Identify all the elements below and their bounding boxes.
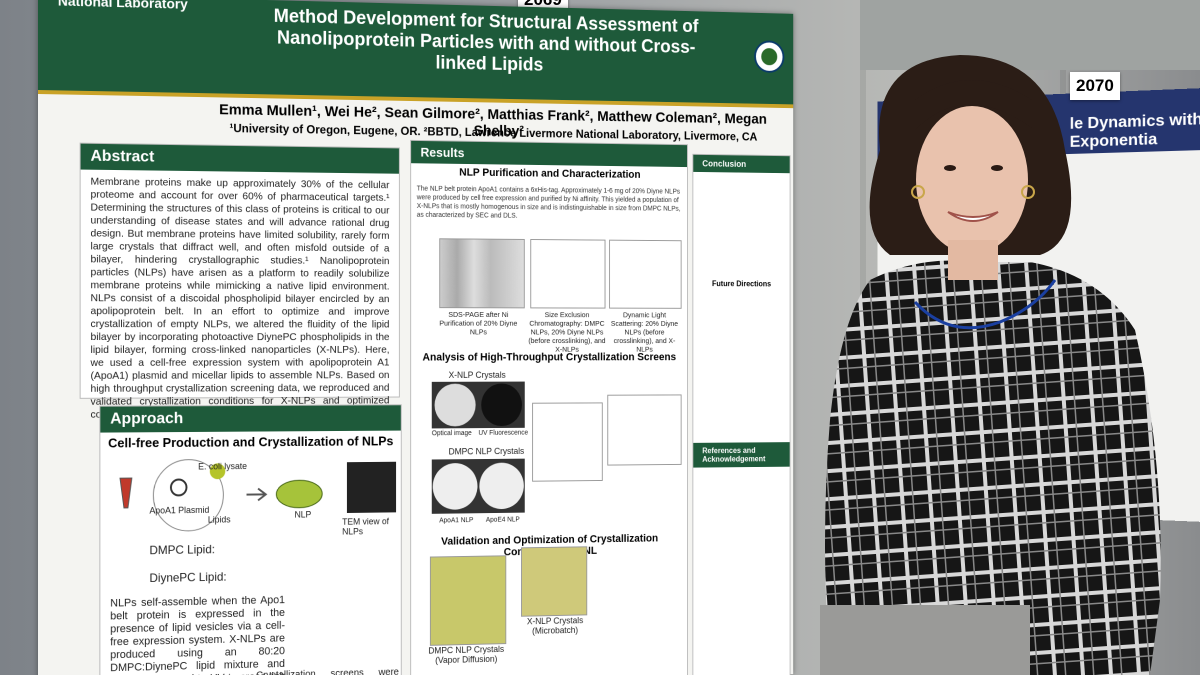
crystal-label: Optical image: [431, 430, 472, 438]
subheading: Cell-free Production and Crystallization…: [108, 433, 394, 451]
diagram-label: ApoA1 Plasmid: [149, 504, 210, 516]
sec-plot: [530, 239, 606, 309]
section-heading: References and Acknowledgement: [693, 442, 790, 468]
diagram-label: TEM view of NLPs: [342, 516, 390, 537]
diagram-label: Lipids: [207, 514, 231, 525]
crystal-label: ApoA1 NLP: [439, 517, 474, 525]
figure-caption: SDS-PAGE after Ni Purification of 20% Di…: [439, 310, 518, 337]
approach-text: NLPs self-assemble when the Apo1 belt pr…: [110, 594, 285, 675]
diagram-label: DiynePC Lipid:: [149, 569, 227, 585]
approach-diagram: [110, 456, 397, 538]
lab-name: National Laboratory: [57, 0, 188, 12]
subheading: Future Directions: [712, 279, 772, 289]
crystal-label: ApoE4 NLP: [485, 516, 520, 524]
subheading: Analysis of High-Throughput Crystallizat…: [422, 351, 677, 364]
booth-number: 2070: [1070, 72, 1120, 100]
crystal-label: X-NLP Crystals: [448, 370, 506, 380]
figure-caption: X-NLP Crystals (Microbatch): [526, 615, 584, 636]
diagram-label: DMPC Lipid:: [149, 542, 215, 558]
doe-logo: [753, 39, 785, 74]
approach-box: Approach Cell-free Production and Crysta…: [99, 404, 402, 675]
bar-chart-image: [532, 402, 603, 482]
dls-plot: [609, 239, 682, 309]
results-box: Results NLP Purification and Characteriz…: [410, 139, 688, 675]
figure-caption: Size Exclusion Chromatography: DMPC NLPs…: [528, 310, 606, 354]
bar-chart-image: [607, 394, 682, 466]
results-text: The NLP belt protein ApoA1 contains a 6x…: [416, 185, 681, 220]
diagram-label: NLP: [294, 509, 312, 520]
poster-title: Method Development for Structural Assess…: [273, 6, 699, 76]
section-heading: Approach: [100, 405, 401, 433]
section-heading: Conclusion: [693, 154, 790, 174]
upper-wall: [860, 0, 1200, 70]
poster: National Laboratory Method Development f…: [38, 0, 794, 675]
poster-header: National Laboratory Method Development f…: [38, 0, 794, 109]
figure-caption: Dynamic Light Scattering: 20% Diyne NLPs…: [610, 310, 679, 354]
abstract-box: Abstract Membrane proteins make up appro…: [79, 142, 400, 421]
conclusion-box: Conclusion Future Directions References …: [692, 153, 791, 675]
abstract-text: Membrane proteins make up approximately …: [90, 175, 390, 421]
spacer: [693, 172, 789, 277]
spacer: [693, 291, 789, 443]
crystal-label: UV Fluorescence: [478, 429, 529, 437]
figure-caption: DMPC NLP Crystals (Vapor Diffusion): [428, 644, 505, 666]
crystal-photo: [429, 555, 507, 646]
crystal-images: [431, 381, 525, 514]
crystal-photo: [521, 546, 588, 617]
crystal-label: DMPC NLP Crystals: [448, 446, 525, 457]
diagram-label: E. coli lysate: [198, 461, 248, 472]
gel-image: [439, 238, 525, 309]
person: [820, 55, 1161, 675]
